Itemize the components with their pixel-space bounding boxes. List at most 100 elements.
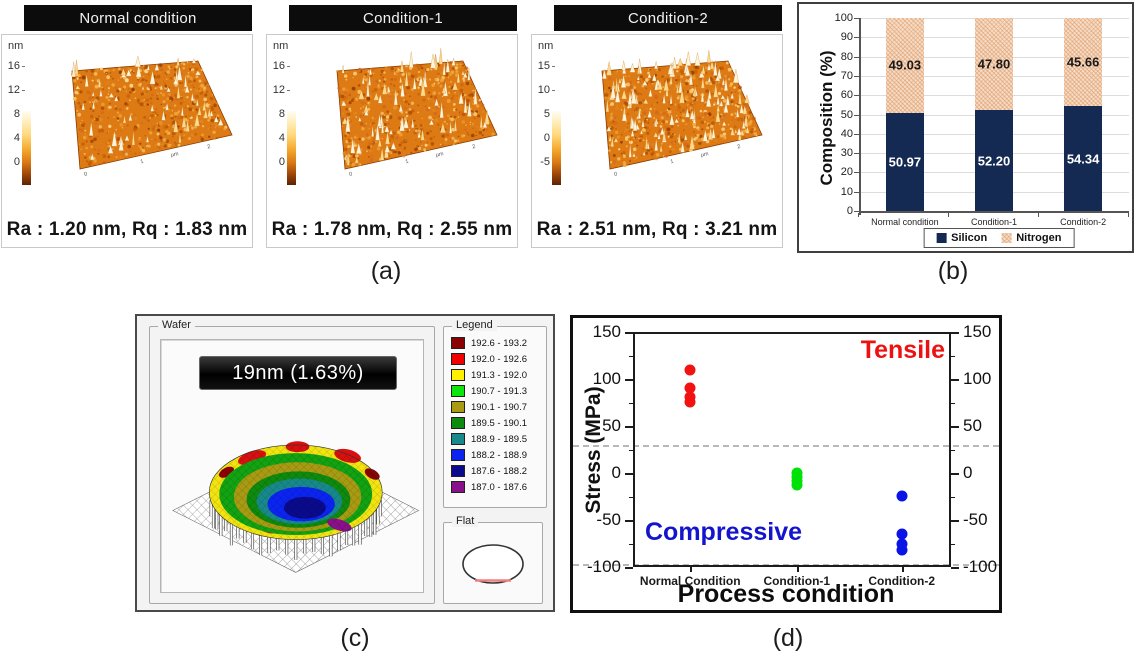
afm-title-bar: Condition-2 (554, 5, 782, 31)
afm-z-tick-label: 0 (13, 156, 20, 168)
composition-y-tick-mark (854, 37, 859, 39)
svg-text:0: 0 (84, 171, 88, 178)
stress-left-tick (625, 426, 633, 428)
afm-z-tick-label: 10 (537, 84, 550, 96)
wafer-legend-range: 190.1 - 190.7 (471, 401, 527, 413)
composition-y-tick-mark (854, 75, 859, 77)
stress-right-tick (951, 473, 959, 475)
stress-left-tick (625, 473, 633, 475)
composition-y-tick-label: 40 (840, 127, 853, 140)
compressive-annotation: Compressive (645, 518, 803, 546)
wafer-display-area: 19nm (1.63%) (160, 339, 424, 593)
stress-y-tick-label-right: 0 (963, 463, 973, 482)
afm-title-bar: Condition-1 (289, 5, 517, 31)
afm-z-tick-label: 15 (537, 60, 550, 72)
composition-y-tick-label: 10 (840, 185, 853, 198)
svg-text:2: 2 (207, 144, 211, 151)
composition-y-tick-label: 90 (840, 31, 853, 44)
composition-y-tick-label: 50 (840, 108, 853, 121)
afm-z-tick-label: 8 (278, 108, 285, 120)
afm-z-tick-mark (22, 90, 25, 91)
svg-text:0: 0 (349, 171, 353, 178)
stress-data-point (896, 490, 908, 502)
legend-swatch-silicon (936, 233, 947, 243)
composition-x-tick-mark (1128, 213, 1129, 217)
afm-z-unit-label: nm (273, 40, 289, 52)
afm-z-tick-label: -5 (540, 156, 550, 168)
afm-z-unit-label: nm (8, 40, 24, 52)
wafer-legend-swatch (451, 417, 465, 429)
wafer-legend-row: 187.6 - 188.2 (451, 463, 527, 479)
wafer-legend-row: 192.0 - 192.6 (451, 351, 527, 367)
afm-3d-surface: 0 1 µm 2 (71, 56, 233, 178)
svg-text:µm: µm (435, 151, 444, 159)
stress-right-minor-tick (951, 496, 955, 498)
composition-x-tick-mark (1038, 213, 1039, 217)
wafer-legend-swatch (451, 465, 465, 477)
stress-plot-area: 150 150 100 100 50 50 0 0 -50 -50 -100 -100 Normal C… (573, 318, 999, 610)
wafer-flat-icon (462, 544, 524, 584)
silicon-value-label: 50.97 (888, 154, 922, 170)
stress-y-tick-label-left: 50 (602, 416, 621, 435)
wafer-legend-row: 191.3 - 192.0 (451, 367, 527, 383)
stress-left-minor-tick (629, 402, 633, 404)
afm-panel-condition-1: Condition-1 nm Ra : 1.78 nm, Rq : 2.55 n… (266, 5, 518, 250)
panel-label-b: (b) (937, 257, 969, 285)
nitrogen-bar-segment (975, 18, 1013, 111)
stress-y-tick-label-left: 150 (592, 322, 621, 341)
svg-text:1: 1 (670, 159, 674, 166)
wafer-legend-swatch (451, 401, 465, 413)
afm-image-box: nm Ra : 1.78 nm, Rq : 2.55 nm 16 12 8 4 0 0 1 µ… (266, 34, 518, 248)
composition-y-tick-mark (854, 114, 859, 116)
composition-y-tick-mark (854, 172, 859, 174)
stress-x-tick (796, 567, 799, 572)
afm-z-tick-label: 5 (543, 108, 550, 120)
stress-left-tick (625, 567, 633, 569)
afm-z-tick-label: 0 (278, 156, 285, 168)
composition-y-tick-mark (854, 133, 859, 135)
stress-y-tick-label-left: -50 (596, 510, 621, 529)
stress-x-category-label: Condition-1 (763, 574, 831, 588)
composition-x-category-label: Condition-2 (1060, 217, 1107, 227)
legend-item-silicon: Silicon (936, 232, 987, 244)
legend-groupbox: Legend 192.6 - 193.2 192.0 - 192.6 191.3 -… (443, 319, 547, 508)
afm-z-tick-mark (552, 90, 555, 91)
composition-y-tick-mark (854, 211, 859, 212)
stress-y-tick-label-right: -100 (963, 557, 998, 576)
tensile-annotation: Tensile (860, 336, 945, 364)
silicon-bar-segment (975, 110, 1013, 211)
afm-z-tick-mark (552, 66, 555, 67)
wafer-legend-row: 187.0 - 187.6 (451, 479, 527, 495)
stress-right-tick (951, 426, 959, 428)
stress-left-tick (625, 379, 633, 381)
stress-left-minor-tick (629, 543, 633, 545)
stress-y-tick-label-right: 150 (963, 322, 992, 341)
composition-chart-panel: Composition (%) 0 10 20 30 40 50 60 70 80 90 100 50… (797, 2, 1134, 253)
nitrogen-bar-segment (1064, 18, 1103, 107)
wafer-legend-swatch (451, 433, 465, 445)
wafer-legend-swatch (451, 337, 465, 349)
stress-reference-line (573, 444, 999, 447)
wafer-legend-range: 188.9 - 189.5 (471, 433, 527, 445)
wafer-legend-swatch (451, 385, 465, 397)
composition-y-tick-label: 80 (840, 50, 853, 63)
stress-x-category-label: Normal Condition (639, 574, 741, 588)
wafer-legend-range: 189.5 - 190.1 (471, 417, 527, 429)
afm-image-box: nm Ra : 2.51 nm, Rq : 3.21 nm 15 10 5 0 -5 0 1… (531, 34, 783, 248)
stress-right-minor-tick (951, 543, 955, 545)
stress-chart-panel: Stress (MPa) 150 150 100 100 50 50 0 0 -50 -50 -10… (570, 315, 1002, 613)
stress-right-tick (951, 379, 959, 381)
svg-text:2: 2 (737, 144, 741, 151)
stress-data-point (896, 544, 908, 556)
wafer-groupbox-title: Wafer (158, 319, 195, 331)
legend-label-silicon: Silicon (951, 232, 988, 244)
stress-data-point (684, 382, 696, 394)
legend-groupbox-title: Legend (452, 319, 497, 331)
afm-z-tick-label: 0 (543, 132, 550, 144)
stress-data-point (684, 364, 696, 376)
silicon-bar-segment (885, 112, 924, 211)
stress-right-minor-tick (951, 402, 955, 404)
composition-x-tick-mark (858, 213, 859, 217)
stress-right-minor-tick (951, 355, 955, 357)
